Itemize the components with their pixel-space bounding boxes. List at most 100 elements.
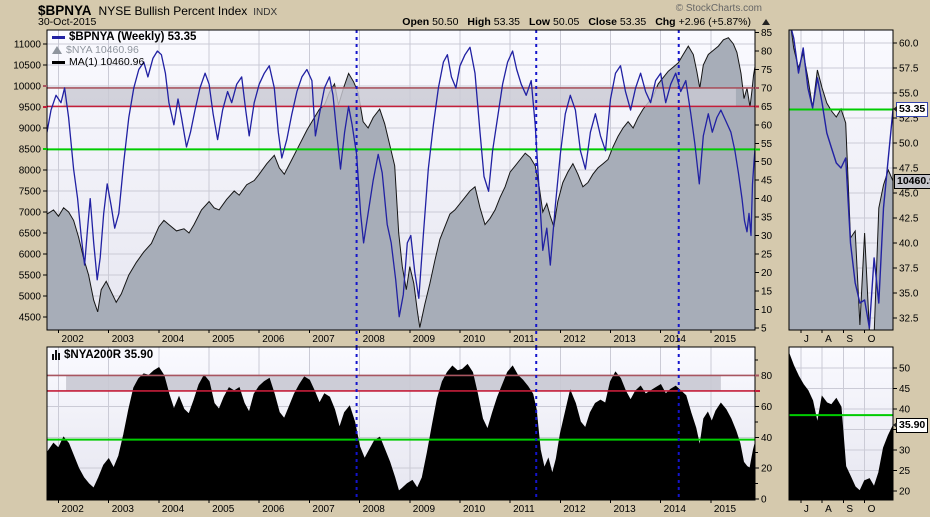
legend-label: $NYA200R 35.90 <box>64 349 154 361</box>
svg-text:60: 60 <box>761 120 773 131</box>
svg-text:20: 20 <box>761 464 773 475</box>
svg-text:0: 0 <box>761 495 767 506</box>
svg-text:70: 70 <box>761 83 773 94</box>
svg-text:60.0: 60.0 <box>899 39 919 50</box>
svg-text:50.0: 50.0 <box>899 139 919 150</box>
ohlc-value: 53.35 <box>493 16 521 28</box>
svg-text:2011: 2011 <box>513 334 535 345</box>
ohlc-label: High <box>467 16 491 28</box>
svg-text:2010: 2010 <box>463 504 486 515</box>
svg-text:37.5: 37.5 <box>899 264 919 275</box>
svg-text:11000: 11000 <box>14 39 42 50</box>
price-label-bpnya: 53.35 <box>892 102 929 117</box>
svg-text:2011: 2011 <box>513 504 535 515</box>
svg-text:52.5: 52.5 <box>899 114 919 125</box>
up-triangle-icon <box>762 19 770 25</box>
svg-text:2004: 2004 <box>162 504 185 515</box>
main-chart-legend: $BPNYA (Weekly) 53.35 $NYA 10460.96 MA(1… <box>52 31 196 69</box>
chart-date: 30-Oct-2015 <box>38 16 97 28</box>
ohlc-value: +2.96 (+5.87%) <box>678 16 751 28</box>
svg-text:2015: 2015 <box>714 334 737 345</box>
svg-text:2005: 2005 <box>212 334 235 345</box>
svg-text:2013: 2013 <box>613 334 636 345</box>
svg-text:7000: 7000 <box>19 207 42 218</box>
svg-text:5500: 5500 <box>19 270 42 281</box>
svg-text:50: 50 <box>761 157 773 168</box>
legend-item-bpnya: $BPNYA (Weekly) 53.35 <box>52 31 196 44</box>
svg-text:8500: 8500 <box>19 144 42 155</box>
svg-text:60: 60 <box>761 402 773 413</box>
svg-text:6000: 6000 <box>19 249 42 260</box>
svg-text:2003: 2003 <box>112 334 135 345</box>
copyright: © StockCharts.com <box>675 3 762 14</box>
svg-text:75: 75 <box>761 65 773 76</box>
svg-text:O: O <box>868 504 876 515</box>
svg-text:2005: 2005 <box>212 504 235 515</box>
svg-text:2009: 2009 <box>413 504 436 515</box>
svg-text:30: 30 <box>761 231 773 242</box>
legend-label: MA(1) 10460.96 <box>69 56 145 69</box>
ohlc-value: 50.05 <box>553 16 580 28</box>
svg-text:2002: 2002 <box>62 334 85 345</box>
svg-text:2015: 2015 <box>714 504 737 515</box>
svg-text:2009: 2009 <box>413 334 436 345</box>
svg-text:6500: 6500 <box>19 228 42 239</box>
svg-text:35.0: 35.0 <box>899 289 919 300</box>
price-label-nya200r: 35.90 <box>892 418 929 433</box>
svg-text:2003: 2003 <box>112 504 135 515</box>
svg-text:8000: 8000 <box>19 165 42 176</box>
ohlc-label: Low <box>529 16 551 28</box>
svg-text:30: 30 <box>899 445 911 456</box>
svg-text:S: S <box>846 504 853 515</box>
legend-label: $BPNYA (Weekly) 53.35 <box>69 31 197 44</box>
svg-text:2012: 2012 <box>563 504 586 515</box>
ohlc-value: 53.35 <box>619 16 647 28</box>
svg-text:47.5: 47.5 <box>899 164 919 175</box>
svg-text:2014: 2014 <box>664 334 687 345</box>
black-line-icon <box>52 60 65 64</box>
symbol: $BPNYA <box>38 3 92 18</box>
ohlc-label: Close <box>588 16 617 28</box>
svg-text:40: 40 <box>761 433 773 444</box>
svg-text:40: 40 <box>899 404 911 415</box>
ohlc-label: Chg <box>655 16 676 28</box>
svg-text:5: 5 <box>761 323 767 334</box>
chart-header: $BPNYA NYSE Bullish Percent Index INDX <box>38 2 277 20</box>
svg-text:2013: 2013 <box>613 504 636 515</box>
svg-text:2007: 2007 <box>312 504 335 515</box>
exchange-tag: INDX <box>253 7 278 18</box>
svg-text:2004: 2004 <box>162 334 185 345</box>
svg-text:55: 55 <box>761 139 773 150</box>
svg-text:80: 80 <box>761 47 773 58</box>
svg-text:10000: 10000 <box>13 81 41 92</box>
svg-text:15: 15 <box>761 286 773 297</box>
svg-text:42.5: 42.5 <box>899 214 919 225</box>
svg-text:2002: 2002 <box>62 504 85 515</box>
legend-label: $NYA 10460.96 <box>66 43 139 56</box>
ohlc-low: Low 50.05 <box>529 16 579 28</box>
svg-text:9000: 9000 <box>19 123 42 134</box>
ohlc-value: 50.50 <box>432 16 459 28</box>
svg-text:9500: 9500 <box>19 102 42 113</box>
svg-text:O: O <box>868 334 876 345</box>
svg-text:65: 65 <box>761 102 773 113</box>
svg-text:45: 45 <box>761 176 773 187</box>
svg-text:2006: 2006 <box>262 334 285 345</box>
ohlc-label: Open <box>402 16 430 28</box>
svg-text:10500: 10500 <box>13 60 41 71</box>
svg-text:25: 25 <box>761 249 773 260</box>
svg-text:2007: 2007 <box>312 334 335 345</box>
svg-text:45.0: 45.0 <box>899 189 919 200</box>
legend-item-ma: MA(1) 10460.96 <box>52 56 196 69</box>
svg-text:45: 45 <box>899 384 911 395</box>
svg-text:25: 25 <box>899 466 911 477</box>
svg-text:A: A <box>825 504 832 515</box>
svg-text:85: 85 <box>761 28 773 39</box>
ohlc-readout: Open 50.50 High 53.35 Low 50.05 Close 53.35 … <box>402 16 770 28</box>
indicator-panel-legend: $NYA200R 35.90 <box>52 349 153 361</box>
svg-text:50: 50 <box>899 363 911 374</box>
svg-text:J: J <box>804 504 809 515</box>
svg-text:A: A <box>825 334 832 345</box>
ohlc-close: Close 53.35 <box>588 16 646 28</box>
histogram-icon <box>52 350 60 360</box>
